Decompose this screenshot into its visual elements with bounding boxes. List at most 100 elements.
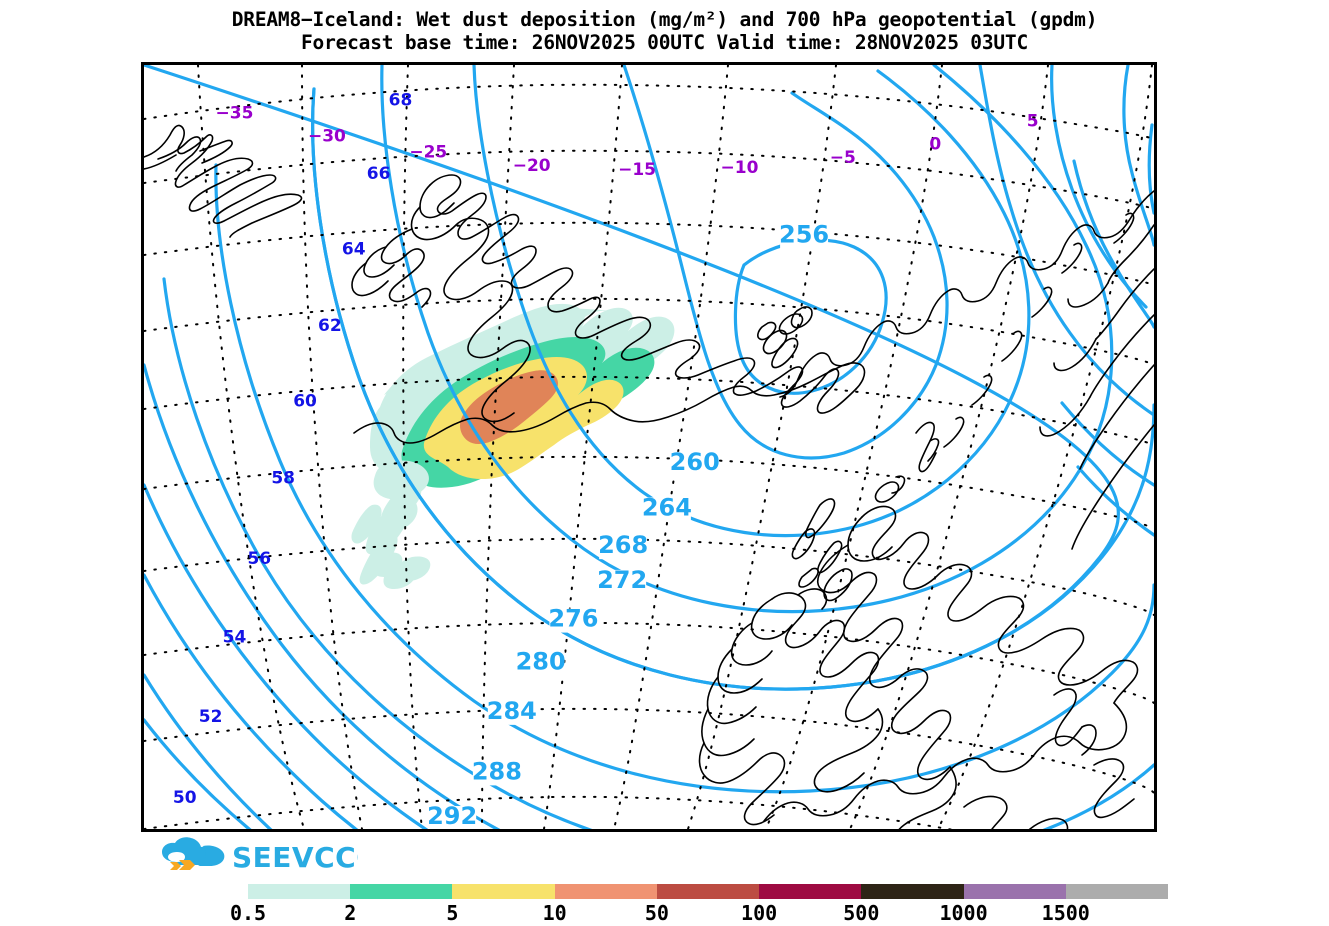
contour-284 — [144, 483, 429, 829]
coast-shetland — [915, 421, 937, 473]
title-block: DREAM8−Iceland: Wet dust deposition (mg/… — [0, 8, 1329, 54]
coast-faroe-islands — [757, 306, 813, 369]
contour-276 — [162, 277, 1154, 829]
grid-lat-66 — [144, 149, 1154, 210]
contour-label-bg — [599, 535, 648, 560]
grid-lat-62 — [144, 297, 1154, 366]
dust-contour-10 — [460, 370, 558, 444]
contour-280 — [144, 363, 501, 829]
contour-right-4 — [1072, 159, 1154, 329]
colorbar-label-50: 50 — [644, 901, 669, 925]
coast-ireland-s — [813, 708, 884, 793]
colorbar-label-100: 100 — [741, 901, 778, 925]
contour-label-284: 284 — [487, 697, 537, 725]
coast-ireland-sw — [698, 742, 786, 826]
grid-lat-64 — [144, 221, 1154, 286]
contour-label-bg — [487, 700, 536, 725]
coast-iceland-w — [410, 206, 531, 423]
colorbar-segment-1000 — [963, 884, 1066, 899]
contour-292b — [144, 718, 252, 829]
geopotential-contours — [144, 65, 1154, 829]
title-line-1: DREAM8−Iceland: Wet dust deposition (mg/… — [231, 8, 1098, 31]
grid-lat-60 — [144, 375, 1154, 446]
contour-label-292: 292 — [427, 802, 477, 829]
contour-label-bg — [516, 651, 565, 676]
logo-graphic: SEEVCCC — [162, 837, 358, 874]
contour-256 — [733, 238, 888, 395]
lat-label-50: 50 — [173, 788, 197, 808]
lat-lon-grid — [144, 65, 1154, 829]
coast-norway-fjord-a — [1061, 242, 1083, 274]
grid-lon-5 — [849, 65, 1049, 829]
contour-264 — [380, 65, 1114, 614]
grid-lon-m15 — [543, 65, 623, 829]
coast-iceland-nw2 — [363, 246, 395, 278]
colorbar-segment-2 — [350, 884, 453, 899]
dust-deposition-field — [370, 303, 675, 488]
coast-greenland-2 — [157, 136, 202, 172]
colorbar-segment-10 — [554, 884, 657, 899]
coast-ireland — [771, 592, 880, 723]
coast-gb-wales — [890, 668, 952, 781]
coast-ireland-w2 — [730, 622, 773, 666]
coast-ireland-w5 — [701, 708, 755, 757]
title-line-2: Forecast base time: 26NOV2025 00UTC Vali… — [300, 31, 1029, 54]
colorbar-label-10: 10 — [542, 901, 567, 925]
contour-label-bg — [780, 224, 829, 249]
coast-denmark-2 — [1081, 724, 1097, 756]
coast-skye — [823, 568, 853, 602]
contour-292 — [144, 673, 273, 829]
lon-label-3: −20 — [513, 156, 551, 176]
coast-hebrides-3 — [817, 540, 843, 574]
contour-right-7 — [1076, 465, 1154, 537]
coast-norway-fjord-b — [1031, 286, 1053, 318]
contour-label-bg — [642, 497, 691, 522]
map-plot-area: 68 66 64 62 60 58 56 54 52 50 −35 −30 −25 −20 −15 −10−… — [141, 62, 1157, 832]
colorbar-label-0.5: 0.5 — [229, 901, 267, 925]
lon-label-2: −25 — [409, 142, 447, 162]
coast-europe — [963, 795, 1069, 829]
coast-hebrides-1 — [805, 498, 836, 539]
contour-label-272: 272 — [597, 566, 647, 594]
cloud-icon — [162, 837, 225, 870]
coast-norway-5 — [1079, 364, 1154, 470]
lon-label-4: −15 — [618, 160, 656, 180]
coast-europe-3 — [1093, 758, 1135, 819]
contour-label-bg — [549, 608, 598, 633]
contour-label-276: 276 — [548, 605, 598, 633]
colorbar: 0.5 2 5 10 50 100 500 1000 1500 — [200, 884, 1180, 926]
coast-orkney — [874, 481, 900, 503]
coast-greenland-3 — [144, 154, 177, 170]
coast-iceland-south — [353, 362, 866, 444]
grid-lat-58 — [144, 455, 1154, 530]
contour-right-6 — [1060, 401, 1154, 487]
coast-norway-4 — [1089, 314, 1154, 398]
grid-lon-0 — [765, 65, 943, 829]
coast-iceland — [429, 174, 857, 414]
coast-gb-west — [847, 516, 893, 562]
dust-faint-specks — [351, 460, 431, 589]
coast-gb-east — [763, 702, 1128, 822]
lat-label-52: 52 — [199, 707, 223, 727]
contour-value-labels: 256 260 264 268 272 276 280 284 288 292 — [427, 221, 829, 829]
coast-norway-7 — [1067, 282, 1109, 308]
lon-label-5: −10 — [721, 158, 759, 178]
contour-label-288: 288 — [472, 757, 522, 785]
logo-text: SEEVCCC — [232, 841, 358, 874]
coast-norway — [779, 190, 1154, 398]
grid-lat-52 — [144, 707, 1154, 794]
coastlines — [144, 124, 1154, 829]
lon-label-6: −5 — [830, 148, 856, 168]
contour-260 — [472, 65, 1031, 538]
coast-hebrides-2 — [791, 528, 816, 560]
coast-norway-8 — [1053, 338, 1097, 372]
lon-label-0: −35 — [216, 104, 254, 124]
coast-norway-fjord-c — [1001, 330, 1023, 362]
coast-greenland — [144, 124, 303, 238]
longitude-labels: −35 −30 −25 −20 −15 −10 −5 0 5 — [216, 104, 1039, 181]
coast-hebrides-4 — [798, 567, 819, 588]
grid-lon-m30 — [301, 65, 363, 829]
colorbar-gradient — [248, 884, 1168, 899]
colorbar-segment-0.5 — [248, 884, 351, 899]
colorbar-label-1000: 1000 — [939, 901, 988, 925]
